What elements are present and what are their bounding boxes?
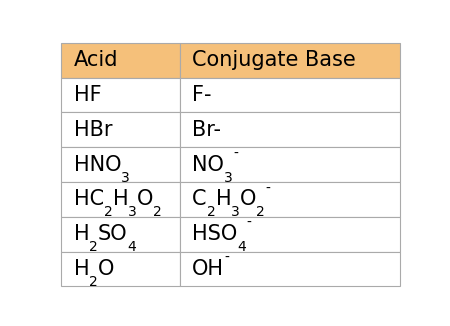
Text: 3: 3	[121, 170, 130, 185]
Text: H: H	[216, 189, 231, 209]
Text: HSO: HSO	[192, 224, 238, 244]
Bar	[62, 112, 180, 147]
Text: 2: 2	[256, 205, 265, 219]
Text: HNO: HNO	[74, 155, 121, 175]
Bar	[62, 43, 180, 78]
Text: -: -	[246, 216, 251, 230]
Text: Acid: Acid	[74, 50, 118, 70]
Bar	[62, 78, 180, 112]
Text: -: -	[233, 147, 238, 161]
Text: 3: 3	[231, 205, 240, 219]
Bar	[180, 112, 400, 147]
Bar	[180, 147, 400, 182]
Text: HF: HF	[74, 85, 101, 105]
Text: 3: 3	[128, 205, 137, 219]
Text: 2: 2	[89, 240, 98, 254]
Bar	[180, 217, 400, 252]
Text: H: H	[112, 189, 128, 209]
Bar	[62, 147, 180, 182]
Text: 4: 4	[238, 240, 246, 254]
Text: Conjugate Base: Conjugate Base	[192, 50, 356, 70]
Bar	[62, 182, 180, 217]
Text: H: H	[74, 259, 89, 279]
Bar	[62, 252, 180, 286]
Bar	[180, 43, 400, 78]
Text: HC: HC	[74, 189, 104, 209]
Text: NO: NO	[192, 155, 224, 175]
Bar	[62, 217, 180, 252]
Text: 2: 2	[207, 205, 216, 219]
Text: O: O	[98, 259, 114, 279]
Bar	[180, 182, 400, 217]
Text: F-: F-	[192, 85, 212, 105]
Text: C: C	[192, 189, 207, 209]
Text: 3: 3	[224, 170, 233, 185]
Text: OH: OH	[192, 259, 224, 279]
Text: 2: 2	[104, 205, 112, 219]
Text: O: O	[137, 189, 153, 209]
Bar	[180, 252, 400, 286]
Text: 2: 2	[89, 275, 98, 289]
Text: 2: 2	[153, 205, 162, 219]
Text: HBr: HBr	[74, 120, 112, 140]
Text: Br-: Br-	[192, 120, 221, 140]
Text: O: O	[240, 189, 256, 209]
Bar	[180, 78, 400, 112]
Text: H: H	[74, 224, 89, 244]
Text: -: -	[265, 181, 270, 195]
Text: 4: 4	[128, 240, 136, 254]
Text: -: -	[224, 251, 229, 265]
Text: SO: SO	[98, 224, 128, 244]
